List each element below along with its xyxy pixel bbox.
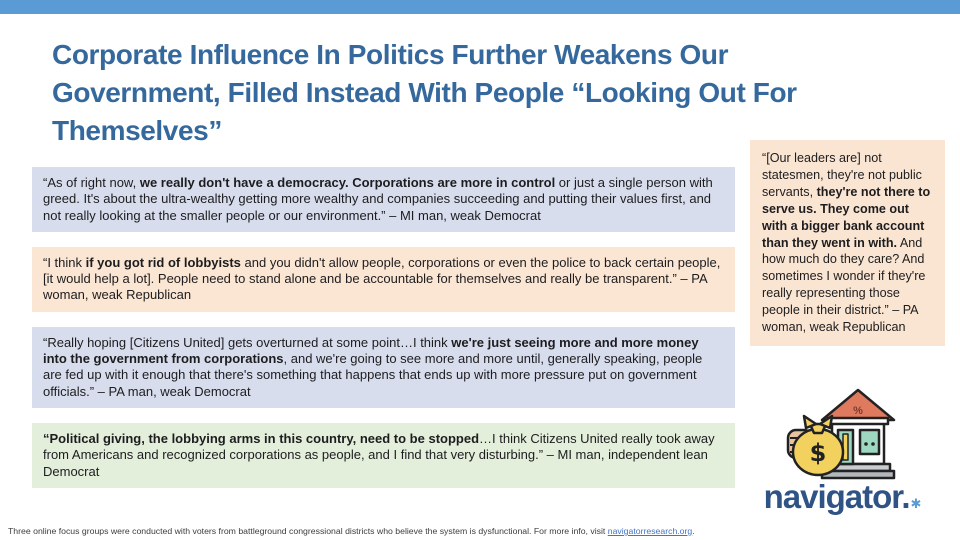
wordmark-asterisk-icon: ✱	[910, 496, 921, 511]
footer-link[interactable]: navigatorresearch.org	[607, 526, 693, 536]
footer-text: Three online focus groups were conducted…	[8, 526, 608, 536]
svg-text:$: $	[810, 439, 827, 467]
title-line-3: Themselves”	[52, 115, 222, 146]
quote-emphasis: if you got rid of lobbyists	[85, 254, 241, 270]
wordmark-text: navigator	[763, 478, 903, 515]
navigator-wordmark: navigator.✱	[742, 480, 942, 519]
quote-list: “As of right now, we really don't have a…	[32, 167, 735, 503]
footer-note: Three online focus groups were conducted…	[8, 526, 948, 537]
svg-text:%: %	[853, 405, 863, 417]
title-line-1: Corporate Influence In Politics Further …	[52, 39, 729, 70]
footer-text-end: .	[692, 526, 695, 536]
quote-text: or just a single person with greed. It's…	[43, 175, 713, 223]
quote-text: , and we're going to see more and more u…	[43, 351, 703, 399]
top-accent-bar	[0, 0, 960, 14]
quote-text: “I think	[43, 254, 86, 270]
quote-box-mi-man-political-giving: “Political giving, the lobbying arms in …	[32, 422, 735, 488]
quote-box-pa-woman-lobbyists: “I think if you got rid of lobbyists and…	[32, 246, 735, 312]
page-title: Corporate Influence In Politics Further …	[52, 36, 912, 150]
quote-emphasis: they're not there to serve us. They come…	[762, 184, 931, 250]
quote-emphasis: we really don't have a democracy. Corpor…	[139, 175, 556, 190]
quote-text: And how much do they care? And sometimes…	[762, 235, 926, 335]
quote-text: “Really hoping [Citizens United] gets ov…	[43, 334, 452, 350]
title-line-2: Government, Filled Instead With People “…	[52, 77, 797, 108]
navigator-logo: % $ navigator.✱	[742, 388, 942, 519]
quote-box-pa-man-citizens-united: “Really hoping [Citizens United] gets ov…	[32, 326, 735, 408]
wordmark-period: .	[901, 478, 910, 515]
sidebar-quote-box: “[Our leaders are] not statesmen, they'r…	[750, 140, 945, 346]
quote-emphasis: we're just seeing more and more money in…	[43, 334, 699, 367]
quote-text: and you didn't allow people, corporation…	[43, 254, 721, 303]
quote-text: …I think Citizens United really took awa…	[43, 430, 715, 479]
money-bag-bank-icon: % $	[786, 388, 896, 480]
quote-text: “As of right now,	[43, 175, 140, 190]
money-bag	[786, 414, 845, 477]
quote-box-mi-man-democracy: “As of right now, we really don't have a…	[32, 167, 735, 232]
quote-emphasis: “Political giving, the lobbying arms in …	[43, 430, 480, 446]
quote-text: “[Our leaders are] not statesmen, they'r…	[762, 151, 922, 199]
